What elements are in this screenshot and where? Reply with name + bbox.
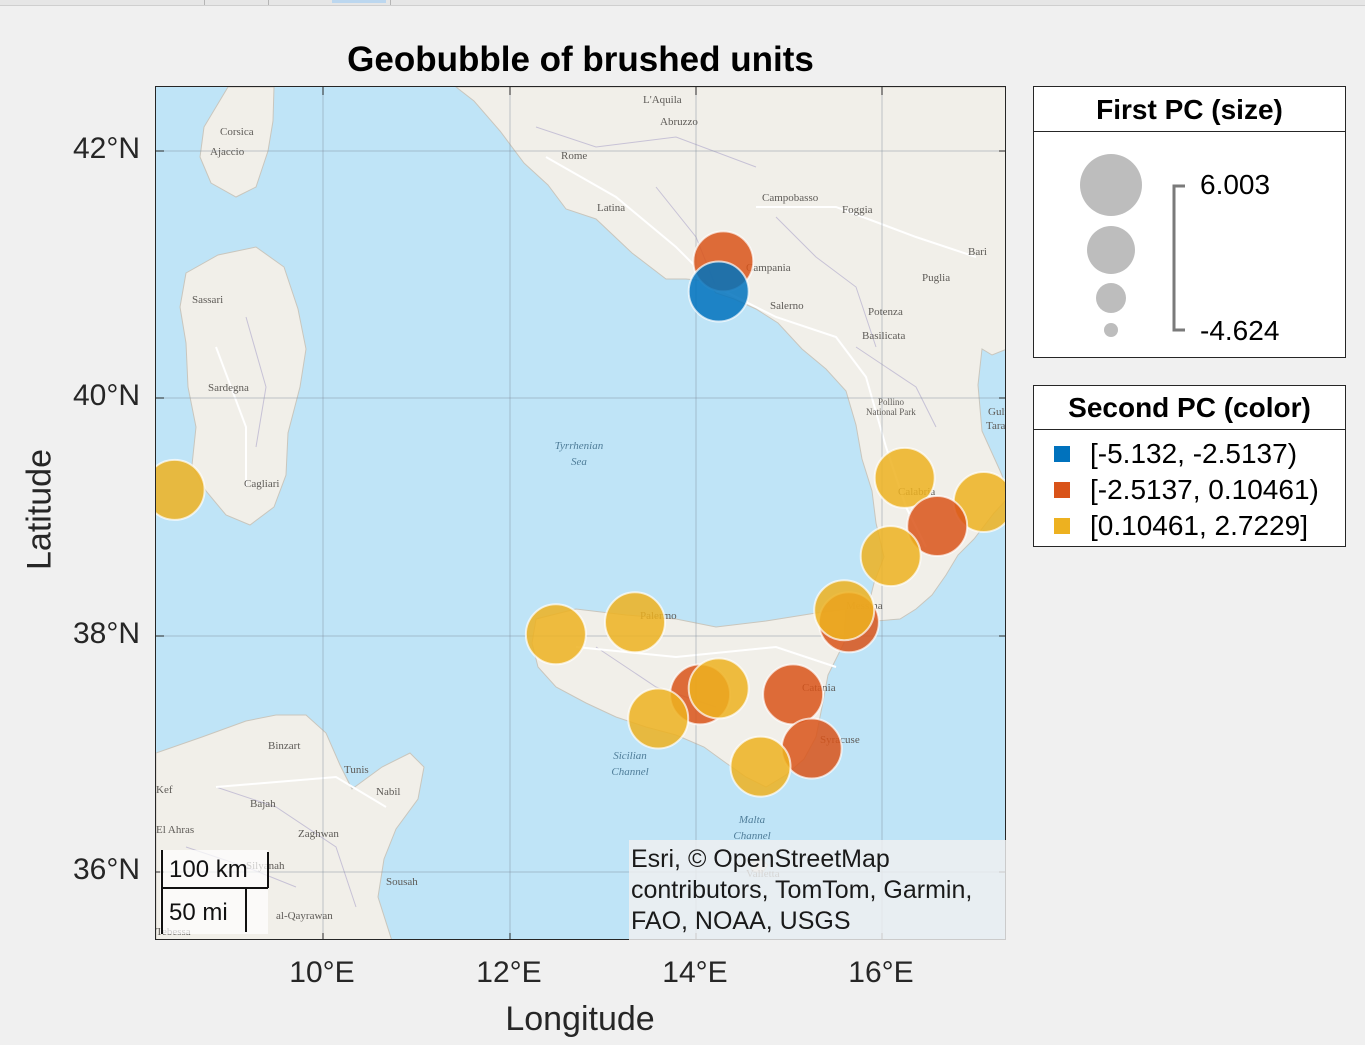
- land-italy: [455, 87, 1005, 622]
- label-nabil: Nabil: [376, 786, 400, 798]
- lat-tick-label: 42°N: [72, 132, 140, 165]
- scale-bar-lines: [160, 850, 269, 934]
- color-swatch: [1054, 446, 1070, 462]
- label-potenza: Potenza: [868, 306, 903, 318]
- data-bubble[interactable]: [524, 603, 587, 666]
- color-legend-title: Second PC (color): [1034, 386, 1345, 430]
- size-legend-bubble-large: [1080, 154, 1142, 216]
- label-tyrrhenian: Tyrrhenian: [555, 440, 604, 452]
- label-corsica: Corsica: [220, 126, 254, 138]
- color-swatch: [1054, 482, 1070, 498]
- label-malta: Malta: [738, 814, 766, 826]
- label-kef: Kef: [156, 784, 173, 796]
- map-attribution: Esri, © OpenStreetMap contributors, TomT…: [629, 840, 1006, 940]
- color-legend[interactable]: Second PC (color) [-5.132, -2.5137) [-2.…: [1033, 385, 1346, 547]
- size-legend-graphic: [1080, 154, 1185, 337]
- figure-toolbar-strip: [0, 0, 1365, 6]
- label-sicilian: Sicilian: [613, 750, 647, 762]
- lon-tick-label: 16°E: [848, 956, 914, 989]
- label-abruzzo: Abruzzo: [660, 116, 698, 128]
- label-laquila: L'Aquila: [643, 94, 682, 106]
- data-bubble[interactable]: [906, 495, 969, 557]
- lon-tick-label: 14°E: [662, 956, 728, 989]
- label-campobasso: Campobasso: [762, 192, 819, 204]
- label-sassari: Sassari: [192, 294, 223, 306]
- label-gulf-of: Gulf of: [988, 406, 1006, 418]
- label-el-ahras: El Ahras: [156, 824, 194, 836]
- label-bajah: Bajah: [250, 798, 276, 810]
- label-puglia: Puglia: [922, 272, 950, 284]
- size-legend-max: 6.003: [1200, 169, 1271, 200]
- label-sousah: Sousah: [386, 876, 418, 888]
- size-legend[interactable]: First PC (size) 6.003 -4.624: [1033, 86, 1346, 358]
- toolbar-divider: [390, 0, 391, 5]
- label-rome: Rome: [561, 150, 587, 162]
- attribution-line: Esri, © OpenStreetMap: [631, 845, 890, 873]
- label-sea: Sea: [571, 456, 587, 468]
- data-bubble[interactable]: [729, 735, 792, 798]
- color-legend-label: [-2.5137, 0.10461): [1090, 474, 1319, 505]
- color-swatch: [1054, 518, 1070, 534]
- color-legend-label: [0.10461, 2.7229]: [1090, 510, 1308, 541]
- toolbar-selected-tab[interactable]: [332, 0, 386, 3]
- x-axis-label: Longitude: [505, 1000, 655, 1038]
- data-bubble[interactable]: [762, 663, 825, 726]
- attribution-line: contributors, TomTom, Garmin,: [631, 876, 973, 904]
- size-legend-min: -4.624: [1200, 315, 1280, 346]
- data-bubble[interactable]: [156, 458, 206, 521]
- attribution-line: FAO, NOAA, USGS: [631, 907, 851, 935]
- chart-title: Geobubble of brushed units: [347, 40, 814, 79]
- land-sardinia: [179, 246, 307, 526]
- label-cagliari: Cagliari: [244, 478, 279, 490]
- bubble-layer: [156, 230, 1005, 798]
- size-legend-bubble-medium: [1087, 226, 1135, 274]
- data-bubble[interactable]: [687, 657, 750, 720]
- basemap-svg: Corsica Ajaccio Sassari Sardegna Cagliar…: [156, 87, 1006, 939]
- data-bubble[interactable]: [604, 591, 666, 654]
- label-channel: Channel: [611, 766, 648, 778]
- data-bubble[interactable]: [873, 446, 936, 509]
- label-tunis: Tunis: [344, 764, 369, 776]
- lat-tick-label: 36°N: [72, 853, 140, 886]
- label-zaghwan: Zaghwan: [298, 828, 339, 840]
- label-binzart: Binzart: [268, 740, 300, 752]
- lat-tick-label: 38°N: [72, 617, 140, 650]
- size-legend-title: First PC (size): [1034, 87, 1345, 132]
- label-ajaccio: Ajaccio: [210, 146, 245, 158]
- label-foggia: Foggia: [842, 204, 873, 216]
- data-bubble[interactable]: [813, 579, 876, 642]
- data-bubble[interactable]: [687, 260, 750, 323]
- toolbar-divider: [204, 0, 205, 5]
- label-national-park: National Park: [866, 407, 916, 417]
- y-axis-label: Latitude: [20, 449, 59, 570]
- label-salerno: Salerno: [770, 300, 804, 312]
- label-basilicata: Basilicata: [862, 330, 905, 342]
- label-latina: Latina: [597, 202, 625, 214]
- lat-tick-label: 40°N: [72, 379, 140, 412]
- lon-tick-label: 12°E: [476, 956, 542, 989]
- label-sardegna: Sardegna: [208, 382, 249, 394]
- label-campania: Campania: [746, 262, 791, 274]
- label-taranto: Taranto: [986, 420, 1006, 432]
- data-bubble[interactable]: [627, 687, 690, 750]
- lon-tick-label: 10°E: [289, 956, 355, 989]
- scale-bar-km: 100 km: [169, 856, 248, 883]
- label-bari: Bari: [968, 246, 987, 258]
- label-al-qayrawan: al-Qayrawan: [276, 910, 333, 922]
- size-legend-bubble-small: [1096, 283, 1126, 313]
- color-legend-label: [-5.132, -2.5137): [1090, 438, 1298, 469]
- scale-bar-mi: 50 mi: [169, 899, 228, 926]
- size-legend-bracket: [1172, 184, 1185, 332]
- sea-labels: Tyrrhenian Sea Sicilian Channel Malta Ch…: [555, 440, 771, 842]
- data-bubble[interactable]: [859, 525, 922, 588]
- toolbar-divider: [268, 0, 269, 5]
- geobubble-map[interactable]: Corsica Ajaccio Sassari Sardegna Cagliar…: [155, 86, 1006, 940]
- label-pollino: Pollino: [878, 397, 905, 407]
- size-legend-bubble-smallest: [1104, 323, 1118, 337]
- label-malta-channel: Channel: [733, 830, 770, 842]
- land-corsica: [199, 87, 275, 198]
